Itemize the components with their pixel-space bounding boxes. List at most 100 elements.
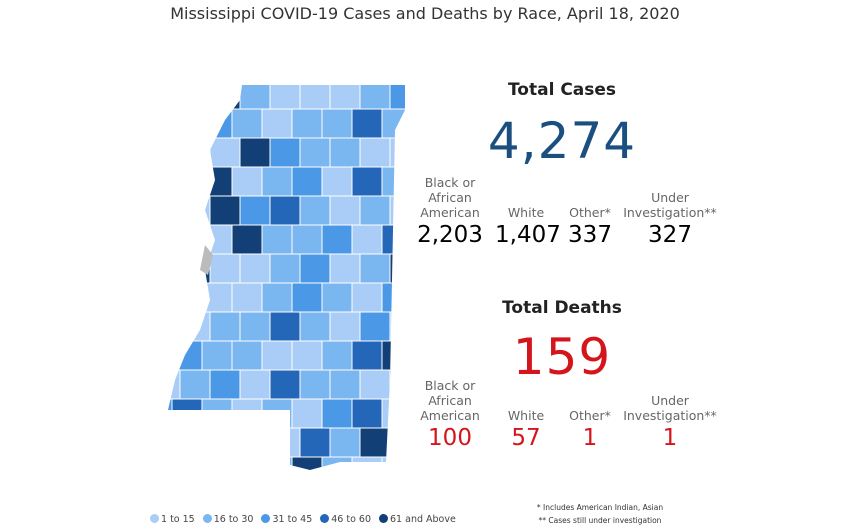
county: [168, 369, 181, 400]
group-label: Other*: [569, 205, 611, 220]
county: [179, 427, 211, 458]
legend-item: 61 and Above: [379, 514, 456, 525]
group: White 1,407: [495, 175, 561, 248]
county: [321, 456, 353, 470]
county: [299, 137, 331, 168]
county: [329, 85, 361, 110]
county: [291, 224, 323, 255]
county: [381, 456, 405, 470]
county: [359, 311, 391, 342]
county: [168, 253, 181, 284]
deaths-total: 159: [512, 328, 612, 386]
county: [359, 253, 391, 284]
county: [351, 398, 383, 429]
county: [171, 108, 203, 139]
legend: 1 to 15 16 to 30 31 to 45 46 to 60 61 and Ab…: [150, 514, 456, 525]
group-value: 337: [568, 222, 612, 248]
county: [351, 340, 383, 371]
county: [261, 282, 293, 313]
legend-label: 1 to 15: [161, 514, 195, 525]
county: [168, 398, 173, 429]
county: [209, 369, 241, 400]
county: [299, 195, 331, 226]
group-value: 2,203: [417, 222, 483, 248]
cases-heading: Total Cases: [507, 80, 617, 100]
county: [329, 195, 361, 226]
county: [171, 340, 203, 371]
legend-label: 61 and Above: [390, 514, 456, 525]
group-label: White: [507, 408, 545, 423]
cases-groups: Black or African American 2,203 White 1,407…: [405, 175, 717, 248]
county: [239, 195, 271, 226]
county: [168, 137, 181, 168]
group: Black or African American 2,203: [405, 175, 495, 248]
county: [261, 224, 293, 255]
group: Other* 1: [557, 378, 623, 451]
legend-item: 16 to 30: [202, 514, 254, 525]
county: [269, 85, 301, 110]
group-label: Under Investigation**: [623, 190, 717, 220]
county: [201, 398, 233, 429]
legend-item: 46 to 60: [320, 514, 371, 525]
county: [321, 282, 353, 313]
legend-item: 1 to 15: [150, 514, 195, 525]
legend-swatch: [320, 514, 330, 523]
county: [299, 253, 331, 284]
county: [269, 253, 301, 284]
group-value: 1,407: [495, 222, 561, 248]
group-value: 1: [662, 425, 678, 451]
county: [329, 427, 361, 458]
county: [168, 224, 173, 255]
county: [171, 456, 203, 470]
county: [168, 427, 181, 458]
group-value: 57: [511, 425, 541, 451]
county: [201, 340, 233, 371]
county: [359, 85, 391, 110]
county: [209, 427, 241, 458]
county: [321, 166, 353, 197]
county: [291, 166, 323, 197]
group-label: Black or African American: [420, 175, 480, 220]
county: [351, 108, 383, 139]
county: [269, 137, 301, 168]
legend-label: 16 to 30: [213, 514, 254, 525]
county: [168, 282, 173, 313]
county: [269, 311, 301, 342]
county: [179, 311, 211, 342]
legend-label: 31 to 45: [272, 514, 313, 525]
county: [239, 253, 271, 284]
county: [329, 253, 361, 284]
county: [299, 311, 331, 342]
county: [239, 311, 271, 342]
county: [239, 137, 271, 168]
state-map: [168, 85, 405, 470]
county: [269, 369, 301, 400]
county: [239, 369, 271, 400]
county: [179, 85, 211, 110]
county: [359, 427, 391, 458]
group-label: Under Investigation**: [623, 393, 717, 423]
county: [261, 108, 293, 139]
county: [168, 108, 173, 139]
county: [381, 108, 405, 139]
legend-item: 31 to 45: [261, 514, 312, 525]
group: Other* 337: [557, 175, 623, 248]
deaths-heading: Total Deaths: [502, 298, 622, 318]
county: [299, 369, 331, 400]
legend-swatch: [150, 514, 159, 523]
county: [351, 224, 383, 255]
county: [209, 253, 241, 284]
gray-area: [200, 245, 213, 275]
county: [168, 311, 181, 342]
group-value: 327: [648, 222, 692, 248]
county: [291, 340, 323, 371]
county: [179, 137, 211, 168]
county: [351, 282, 383, 313]
group-value: 1: [582, 425, 598, 451]
county: [168, 340, 173, 371]
county: [261, 166, 293, 197]
legend-swatch: [261, 514, 271, 523]
county: [389, 311, 405, 342]
county: [299, 427, 331, 458]
